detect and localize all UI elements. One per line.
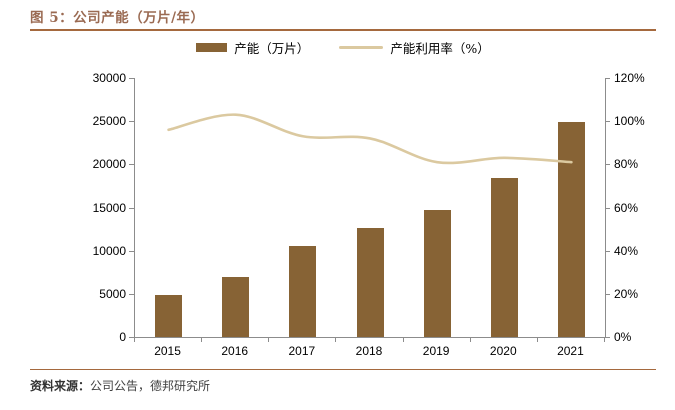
source-line: 资料来源：公司公告，德邦研究所 [30,377,210,394]
y-axis-left-label: 5000 [99,286,126,301]
y-axis-right-tick [605,121,610,123]
source-rule [30,369,656,370]
utilization-line [167,113,573,165]
bar-series-swatch [196,42,228,52]
x-axis-tick [335,338,337,342]
utilization-line-layer [167,113,573,165]
x-axis-tick [469,338,471,342]
line-series-swatch [339,45,384,49]
bar-2017 [289,245,317,337]
y-axis-left-label: 30000 [92,71,126,85]
y-axis-right-tick [605,207,610,209]
y-axis-left-tick [129,121,134,123]
y-axis-left-label: 25000 [92,114,126,129]
legend-item-capacity: 产能（万片） [196,38,309,57]
legend-label-capacity: 产能（万片） [234,40,310,56]
x-axis-label: 2021 [557,344,584,358]
y-axis-right-label: 40% [614,243,639,258]
legend-item-utilization: 产能利用率（%） [339,38,490,57]
y-axis-right-label: 80% [614,157,639,172]
y-axis-left-tick [129,293,134,295]
x-axis-label: 2017 [288,344,316,358]
figure-title: 图 5：公司产能（万片/年） [30,10,205,26]
y-axis-right-label: 100% [614,114,645,129]
bar-2019 [423,210,451,337]
y-axis-right-label: 0% [614,330,632,344]
y-axis-right-tick [605,250,610,252]
y-axis-right-tick [605,293,610,295]
x-axis-label: 2019 [422,344,450,358]
y-axis-right-tick [605,337,610,338]
x-axis-tick [402,338,404,342]
source-label: 资料来源： [30,379,91,393]
x-axis-label: 2018 [355,344,383,358]
y-axis-right-label: 20% [614,286,639,301]
y-axis-left-tick [129,78,134,79]
bar-2016 [222,276,250,337]
x-axis-label: 2015 [154,344,181,358]
y-axis-left-tick [129,250,134,252]
legend-label-utilization: 产能利用率（%） [390,40,490,56]
x-axis-label: 2016 [221,344,249,358]
y-axis-left-tick [129,207,134,209]
y-axis-left-label: 20000 [92,157,126,172]
bar-2021 [557,122,585,337]
chart-legend: 产能（万片） 产能利用率（%） [30,38,656,56]
plot-area [134,78,606,338]
bar-2018 [356,228,384,337]
bar-2020 [490,178,518,337]
x-axis-tick [134,338,135,342]
bar-2015 [155,294,183,337]
y-axis-right-tick [605,78,610,79]
y-axis-left-tick [129,164,134,166]
x-axis-tick [268,338,270,342]
y-axis-left-label: 10000 [92,243,126,258]
y-axis-left-label: 15000 [92,200,126,215]
y-axis-right-tick [605,164,610,166]
x-axis-label: 2020 [489,344,517,358]
y-axis-right-label: 60% [614,200,639,215]
x-axis-tick [604,338,605,342]
source-text: 公司公告，德邦研究所 [90,379,211,393]
y-axis-left-tick [129,337,134,338]
title-rule [30,29,656,31]
x-axis-tick [201,338,203,342]
y-axis-right-label: 120% [614,71,645,85]
y-axis-left-label: 0 [119,330,126,344]
x-axis-tick [536,338,538,342]
